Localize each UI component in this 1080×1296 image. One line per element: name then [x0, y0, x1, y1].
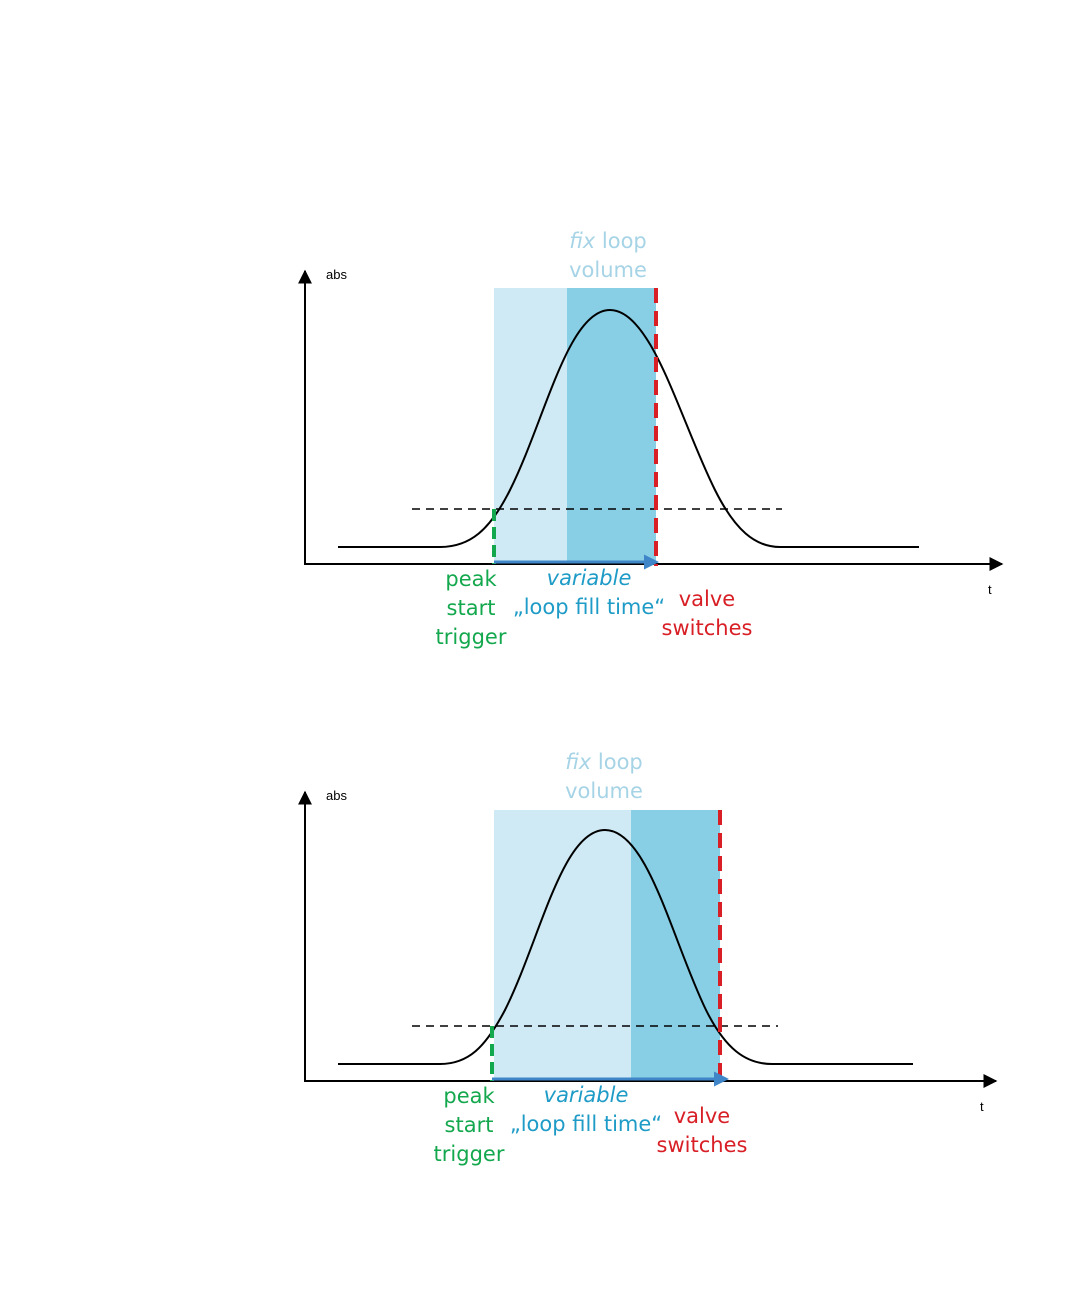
- y-axis-label: abs: [326, 788, 347, 803]
- trigger-label-line2: start: [447, 596, 496, 620]
- panel-bottom: abs t fix loop volume variable „loop fil…: [298, 750, 998, 1166]
- panel-top: abs t fix loop volume variable „loop fil…: [298, 229, 1004, 649]
- loop-window-light: [494, 288, 567, 562]
- peak-curve: [338, 308, 919, 548]
- valve-label-line2: switches: [657, 1133, 748, 1157]
- trigger-label-line3: trigger: [436, 625, 507, 649]
- trigger-label-line1: peak: [443, 1084, 495, 1108]
- fix-loop-label-line2: volume: [565, 779, 643, 803]
- valve-label-line1: valve: [679, 587, 735, 611]
- x-axis-label: t: [980, 1099, 984, 1114]
- loop-window-light: [494, 810, 631, 1080]
- valve-label-line1: valve: [674, 1104, 730, 1128]
- trigger-label-line3: trigger: [434, 1142, 505, 1166]
- fix-loop-label: fix loop: [565, 750, 643, 774]
- valve-label-line2: switches: [662, 616, 753, 640]
- trigger-label-line2: start: [445, 1113, 494, 1137]
- loop-fill-time-label: „loop fill time“: [510, 1112, 662, 1136]
- y-axis-label: abs: [326, 267, 347, 282]
- peak-curve: [338, 828, 913, 1065]
- loop-window-dark: [567, 288, 656, 562]
- x-axis-label: t: [988, 582, 992, 597]
- variable-label: variable: [544, 1083, 629, 1107]
- variable-label: variable: [547, 566, 632, 590]
- trigger-label-line1: peak: [445, 567, 497, 591]
- loop-fill-time-label: „loop fill time“: [513, 595, 665, 619]
- fix-loop-label: fix loop: [569, 229, 647, 253]
- loop-window-dark: [631, 810, 720, 1080]
- fix-loop-label-line2: volume: [569, 258, 647, 282]
